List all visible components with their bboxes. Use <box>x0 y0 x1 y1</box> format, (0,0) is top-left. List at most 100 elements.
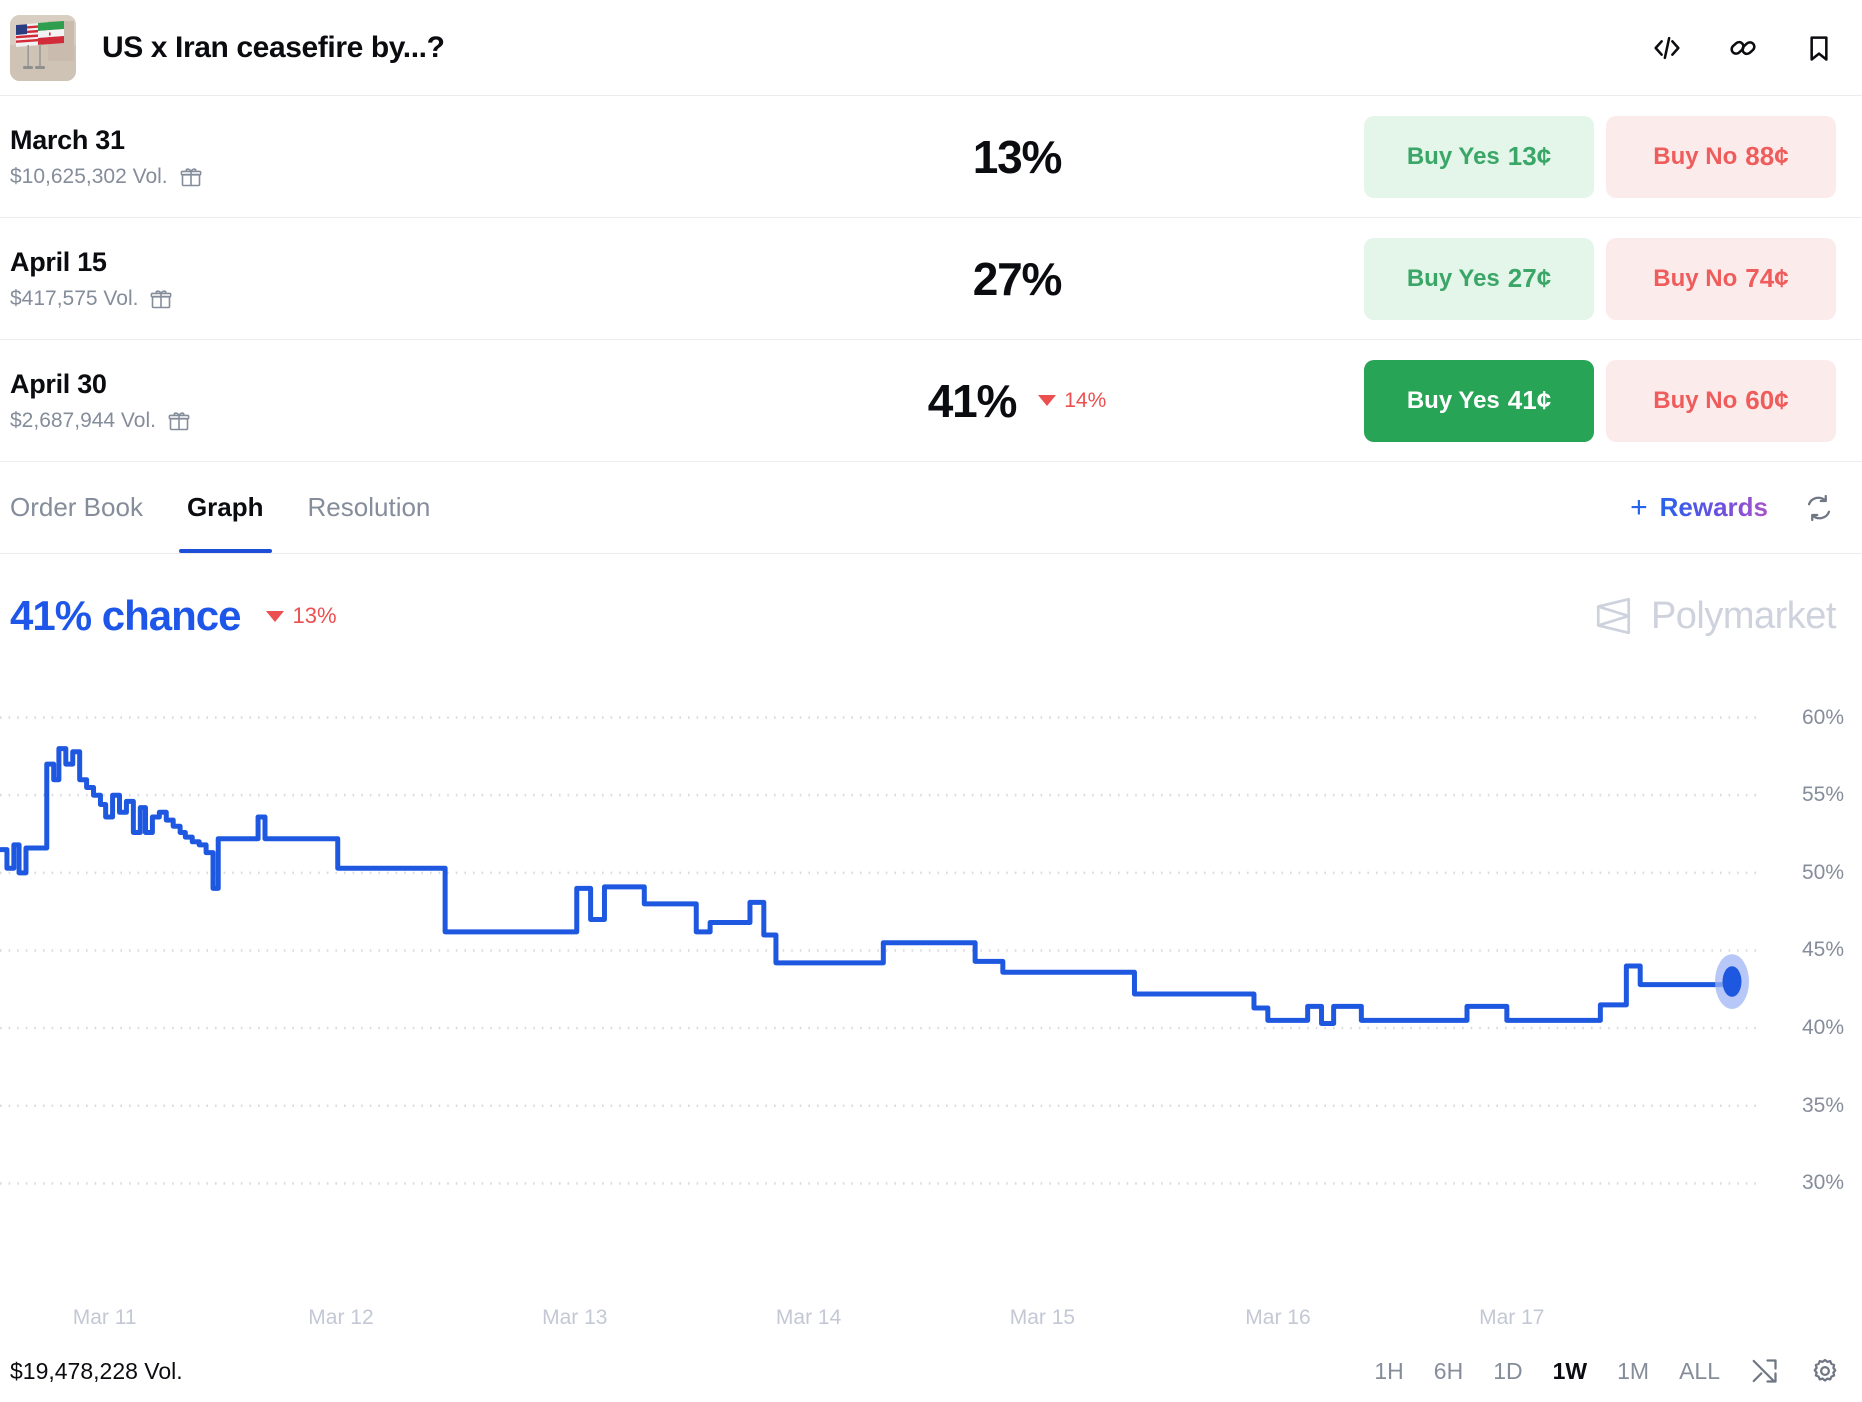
buy-yes-price: 13¢ <box>1507 141 1552 171</box>
chart-canvas <box>0 716 1756 1185</box>
market-row-volume: $417,575 Vol. <box>10 286 139 310</box>
chance-change: 13% <box>266 603 337 629</box>
buy-no-price: 88¢ <box>1745 141 1789 171</box>
buy-no-button[interactable]: Buy No 88¢ <box>1606 115 1836 198</box>
tab-resolution[interactable]: Resolution <box>307 492 431 522</box>
market-row-percent-wrap: 27% <box>670 252 1364 306</box>
market-row-change-value: 14% <box>1064 388 1107 412</box>
shuffle-compare-icon[interactable] <box>1750 1356 1780 1386</box>
y-axis-label: 55% <box>1801 783 1844 807</box>
x-axis-label: Mar 17 <box>1479 1306 1545 1329</box>
x-axis-label: Mar 15 <box>1009 1306 1076 1329</box>
range-1d[interactable]: 1D <box>1493 1357 1523 1384</box>
buy-no-button[interactable]: Buy No 74¢ <box>1606 237 1836 320</box>
gift-icon[interactable] <box>167 409 191 433</box>
polymarket-mark-icon <box>1596 597 1631 635</box>
market-thumbnail <box>10 14 76 81</box>
tab-bar: Order Book Graph Resolution + Rewards <box>0 462 1862 554</box>
market-row-percent-wrap: 13% <box>670 130 1364 184</box>
market-row-change: 14% <box>1038 389 1106 413</box>
buy-yes-price: 27¢ <box>1507 263 1552 293</box>
tabs: Order Book Graph Resolution <box>10 462 452 553</box>
x-axis-label: Mar 12 <box>308 1306 374 1329</box>
range-all[interactable]: ALL <box>1679 1357 1720 1384</box>
chance-value: 41% chance <box>10 592 241 639</box>
range-1m[interactable]: 1M <box>1617 1357 1650 1384</box>
market-row-actions: Buy Yes 41¢ Buy No 60¢ <box>1364 359 1836 442</box>
buy-yes-button[interactable]: Buy Yes 41¢ <box>1364 359 1594 442</box>
market-row[interactable]: March 31 $10,625,302 Vol. 1 <box>0 96 1862 218</box>
market-row-info: March 31 $10,625,302 Vol. <box>10 125 710 189</box>
triangle-down-icon <box>1038 395 1057 406</box>
buy-no-label: Buy No <box>1653 386 1738 414</box>
buy-no-label: Buy No <box>1653 142 1738 170</box>
y-axis-label: 45% <box>1801 938 1844 962</box>
buy-no-price: 74¢ <box>1745 263 1789 293</box>
market-rows: March 31 $10,625,302 Vol. 1 <box>0 96 1862 462</box>
x-axis-label: Mar 14 <box>775 1306 842 1329</box>
buy-no-label: Buy No <box>1653 264 1738 292</box>
market-row-volume-wrap: $2,687,944 Vol. <box>10 409 710 433</box>
y-axis-label: 60% <box>1801 705 1844 729</box>
market-row-info: April 30 $2,687,944 Vol. <box>10 369 710 433</box>
copy-link-icon[interactable] <box>1726 31 1760 65</box>
market-row-volume-wrap: $10,625,302 Vol. <box>10 165 710 189</box>
total-volume: $19,478,228 Vol. <box>10 1357 183 1384</box>
range-1h[interactable]: 1H <box>1374 1357 1404 1384</box>
price-chart[interactable]: 60% 55% 50% 45% 40% 35% 30% Mar 11 Mar 12 Mar 13 M… <box>0 664 1862 1340</box>
gift-icon[interactable] <box>179 165 203 189</box>
buy-yes-label: Buy Yes <box>1406 264 1500 292</box>
chart-footer: $19,478,228 Vol. 1H 6H 1D 1W 1M ALL <box>0 1340 1862 1402</box>
tab-order-book[interactable]: Order Book <box>10 492 143 522</box>
market-row-percent: 27% <box>972 252 1063 305</box>
page-title: US x Iran ceasefire by...? <box>102 30 445 64</box>
bookmark-icon[interactable] <box>1802 31 1836 65</box>
market-row-name: March 31 <box>10 124 125 155</box>
buy-no-price: 60¢ <box>1745 385 1789 415</box>
time-range-selector: 1H 6H 1D 1W 1M ALL <box>1374 1356 1840 1386</box>
y-axis-label: 30% <box>1801 1171 1844 1195</box>
gear-icon[interactable] <box>1810 1356 1840 1386</box>
market-row-volume: $10,625,302 Vol. <box>10 164 168 188</box>
chart-line <box>0 749 1732 1024</box>
market-row-volume: $2,687,944 Vol. <box>10 408 156 432</box>
chart-endpoint-dot <box>1722 966 1742 997</box>
buy-yes-button[interactable]: Buy Yes 13¢ <box>1364 115 1594 198</box>
market-row[interactable]: April 15 $417,575 Vol. 27% <box>0 218 1862 340</box>
market-row-actions: Buy Yes 27¢ Buy No 74¢ <box>1364 237 1836 320</box>
market-row-volume-wrap: $417,575 Vol. <box>10 287 710 311</box>
triangle-down-icon <box>266 610 285 622</box>
tab-graph[interactable]: Graph <box>165 462 286 553</box>
market-row-percent: 13% <box>972 130 1063 183</box>
chance-header: 41% chance 13% Polymarket <box>0 554 1862 664</box>
chance-change-value: 13% <box>292 603 337 628</box>
market-row-percent-wrap: 41% 14% <box>670 374 1364 428</box>
page-header: US x Iran ceasefire by...? <box>0 0 1862 96</box>
embed-code-icon[interactable] <box>1650 31 1684 65</box>
y-axis-label: 35% <box>1801 1093 1844 1117</box>
market-row-actions: Buy Yes 13¢ Buy No 88¢ <box>1364 115 1836 198</box>
buy-no-button[interactable]: Buy No 60¢ <box>1606 359 1836 442</box>
market-row-name: April 15 <box>10 246 107 277</box>
x-axis-label: Mar 11 <box>72 1306 137 1329</box>
range-6h[interactable]: 6H <box>1433 1357 1464 1384</box>
tab-bar-actions: + Rewards <box>1630 491 1836 525</box>
buy-yes-button[interactable]: Buy Yes 27¢ <box>1364 237 1594 320</box>
market-row[interactable]: April 30 $2,687,944 Vol. 41 <box>0 340 1862 462</box>
polymarket-watermark: Polymarket <box>1593 594 1837 638</box>
market-row-info: April 15 $417,575 Vol. <box>10 247 710 311</box>
x-axis-label: Mar 13 <box>542 1306 608 1329</box>
rewards-button[interactable]: + Rewards <box>1630 492 1768 523</box>
x-axis-label: Mar 16 <box>1245 1306 1311 1329</box>
y-axis-label: 40% <box>1801 1016 1844 1040</box>
refresh-icon[interactable] <box>1802 491 1836 525</box>
rewards-label: Rewards <box>1659 492 1768 522</box>
header-actions <box>1650 31 1836 65</box>
buy-yes-label: Buy Yes <box>1406 142 1500 170</box>
plus-icon: + <box>1630 490 1648 524</box>
polymarket-wordmark: Polymarket <box>1650 594 1837 637</box>
range-1w[interactable]: 1W <box>1552 1357 1588 1384</box>
gift-icon[interactable] <box>149 287 173 311</box>
buy-yes-price: 41¢ <box>1507 385 1552 415</box>
